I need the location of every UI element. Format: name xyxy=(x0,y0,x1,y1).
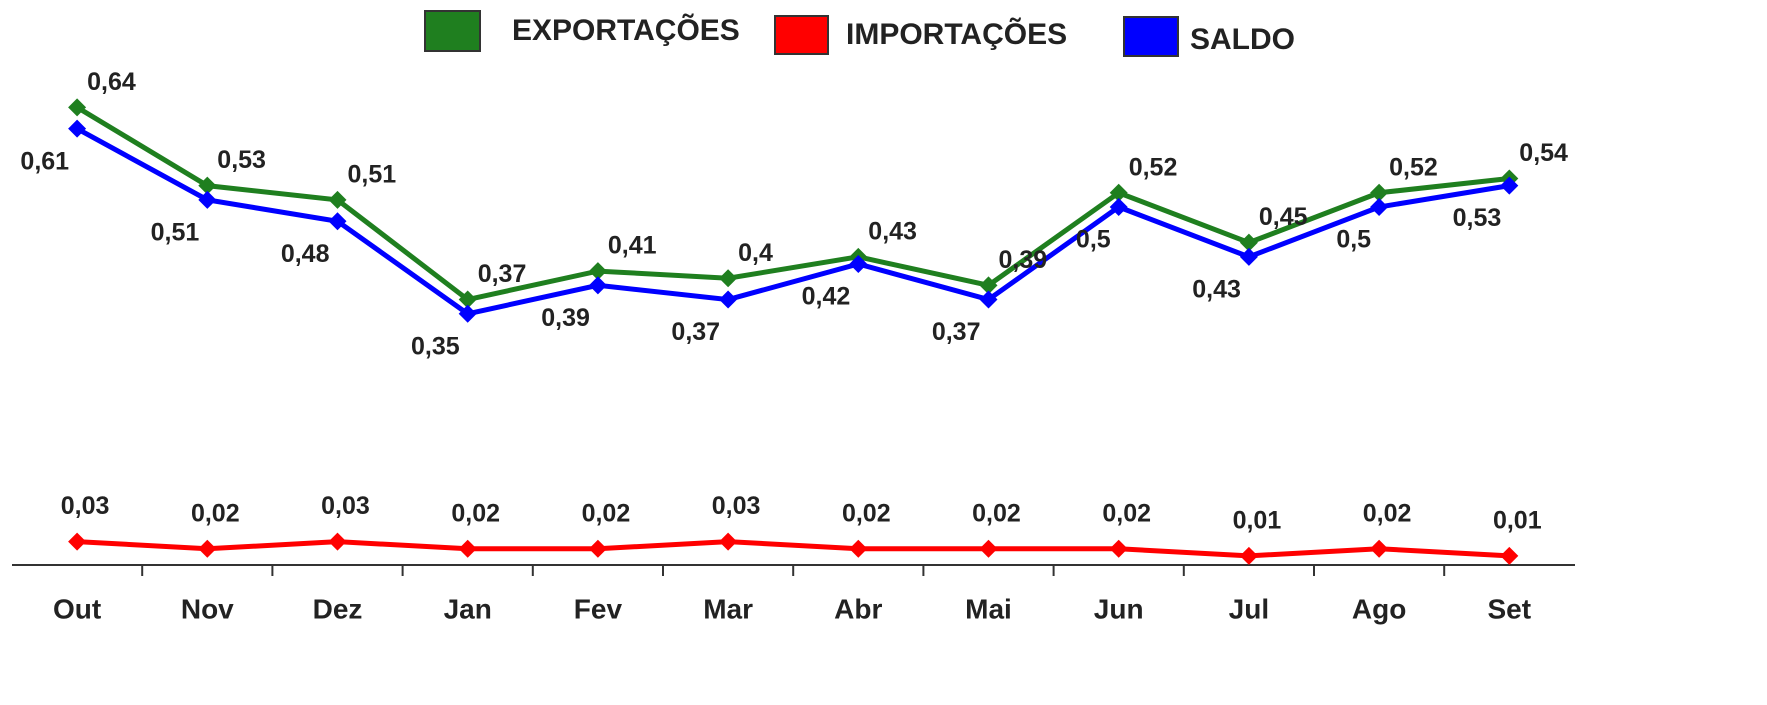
marker xyxy=(458,290,477,309)
marker xyxy=(198,539,217,558)
data-label: 0,45 xyxy=(1259,203,1308,231)
data-label: 0,02 xyxy=(1363,499,1412,527)
marker xyxy=(1370,183,1389,202)
x-tick-label: Ago xyxy=(1352,593,1406,624)
marker xyxy=(458,304,477,323)
data-label: 0,53 xyxy=(217,146,266,174)
data-label: 0,53 xyxy=(1453,204,1502,232)
data-label: 0,51 xyxy=(151,218,200,246)
marker xyxy=(1500,546,1519,565)
marker xyxy=(979,290,998,309)
data-label: 0,01 xyxy=(1493,506,1542,534)
marker xyxy=(1239,546,1258,565)
series-line xyxy=(75,126,1510,317)
x-tick-label: Set xyxy=(1488,593,1532,624)
data-label: 0,03 xyxy=(321,492,370,520)
data-label: 0,39 xyxy=(999,246,1048,274)
marker xyxy=(1500,176,1519,195)
data-label: 0,43 xyxy=(868,217,917,245)
data-label: 0,02 xyxy=(842,499,891,527)
data-label: 0,42 xyxy=(802,283,851,311)
data-label: 0,02 xyxy=(451,499,500,527)
marker xyxy=(719,290,738,309)
x-tick-label: Fev xyxy=(574,593,623,624)
data-label: 0,5 xyxy=(1076,226,1111,254)
data-label: 0,48 xyxy=(281,240,330,268)
data-label: 0,02 xyxy=(191,499,240,527)
marker xyxy=(198,190,217,209)
x-tick-label: Mar xyxy=(703,593,753,624)
x-tick-label: Mai xyxy=(965,593,1012,624)
data-label: 0,03 xyxy=(712,492,761,520)
data-label: 0,43 xyxy=(1192,275,1241,303)
legend-label: SALDO xyxy=(1190,23,1295,56)
marker xyxy=(849,539,868,558)
data-label: 0,35 xyxy=(411,332,460,360)
marker xyxy=(979,276,998,295)
legend: EXPORTAÇÕES IMPORTAÇÕES SALDO xyxy=(424,10,1295,57)
legend-label: IMPORTAÇÕES xyxy=(846,17,1067,51)
marker xyxy=(328,190,347,209)
data-label: 0,51 xyxy=(348,160,397,188)
data-label: 0,4 xyxy=(738,239,773,267)
data-label: 0,61 xyxy=(20,147,69,175)
marker xyxy=(1370,198,1389,216)
marker xyxy=(588,262,607,281)
data-label: 0,52 xyxy=(1129,153,1178,181)
data-label: 0,52 xyxy=(1389,153,1438,181)
series-line xyxy=(75,105,1510,303)
data-label: 0,39 xyxy=(541,304,590,332)
marker xyxy=(198,176,217,195)
series-line xyxy=(76,539,1510,559)
data-label: 0,54 xyxy=(1519,139,1568,167)
legend-swatch xyxy=(1123,16,1179,57)
marker xyxy=(68,119,87,138)
marker xyxy=(68,532,87,551)
marker xyxy=(328,212,347,231)
data-label: 0,5 xyxy=(1336,226,1371,254)
x-tick-label: Jan xyxy=(444,593,492,624)
marker xyxy=(1109,198,1128,216)
x-tick-label: Abr xyxy=(834,593,882,624)
marker xyxy=(1109,539,1128,558)
legend-label: EXPORTAÇÕES xyxy=(512,13,740,47)
marker xyxy=(849,254,868,273)
data-label: 0,03 xyxy=(61,492,110,520)
marker xyxy=(1239,247,1258,266)
marker xyxy=(588,539,607,558)
data-label: 0,64 xyxy=(87,68,136,96)
data-label: 0,02 xyxy=(582,499,631,527)
marker xyxy=(719,269,738,288)
x-tick-label: Nov xyxy=(181,593,234,624)
x-tick-label: Out xyxy=(53,593,101,624)
marker xyxy=(1239,233,1258,252)
marker xyxy=(719,532,738,551)
marker xyxy=(1109,183,1128,202)
data-label: 0,02 xyxy=(1102,499,1151,527)
data-label: 0,02 xyxy=(972,499,1021,527)
marker xyxy=(68,98,87,117)
x-tick-label: Jun xyxy=(1094,593,1144,624)
marker xyxy=(1370,539,1389,558)
data-label: 0,01 xyxy=(1233,506,1282,534)
data-label: 0,37 xyxy=(671,318,720,346)
marker xyxy=(458,539,477,558)
data-label: 0,41 xyxy=(608,232,657,260)
legend-swatch xyxy=(774,15,829,55)
legend-swatch xyxy=(424,10,481,52)
marker xyxy=(588,276,607,295)
x-tick-label: Dez xyxy=(313,593,363,624)
x-tick-label: Jul xyxy=(1229,593,1269,624)
marker xyxy=(979,539,998,558)
marker xyxy=(328,532,347,551)
data-label: 0,37 xyxy=(932,318,981,346)
data-label: 0,37 xyxy=(478,260,527,288)
